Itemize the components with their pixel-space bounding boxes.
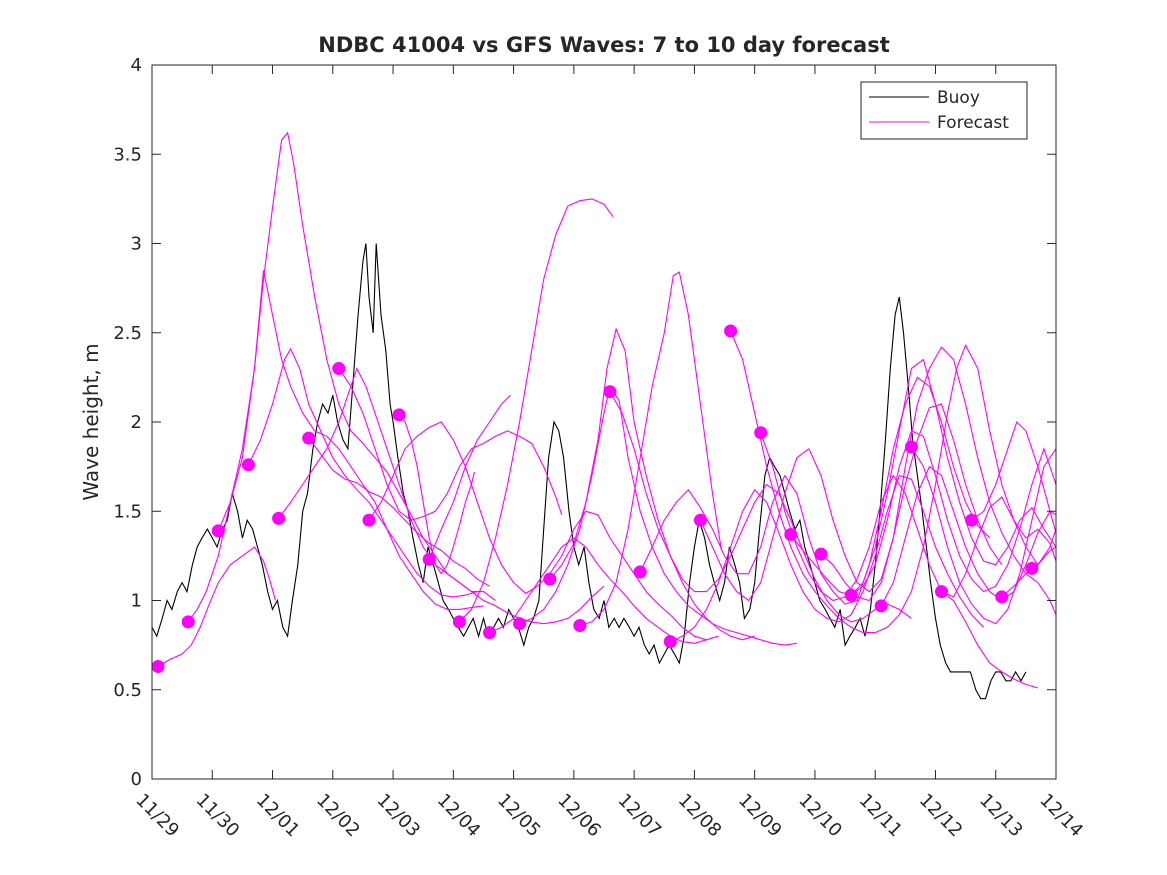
legend-buoy-label: Buoy xyxy=(937,88,980,108)
legend-box xyxy=(860,81,1028,140)
series-layer xyxy=(151,131,1057,700)
forecast-marker-15 xyxy=(603,385,617,399)
forecast-marker-22 xyxy=(814,547,828,561)
y-tick-label: 2.5 xyxy=(113,323,142,344)
forecast-marker-26 xyxy=(935,585,948,599)
forecast-series-line-15 xyxy=(579,271,723,627)
forecast-marker-23 xyxy=(844,588,858,602)
forecast-series-line-18 xyxy=(670,474,985,643)
y-tick-label: 3.5 xyxy=(113,144,142,165)
y-tick-label: 1.5 xyxy=(113,501,142,522)
forecast-marker-7 xyxy=(362,513,376,527)
forecast-series-line-1 xyxy=(157,546,277,667)
forecast-series-line-28 xyxy=(971,420,1057,533)
forecast-marker-21 xyxy=(784,528,798,541)
y-axis-label: Wave height, m xyxy=(79,343,103,500)
forecast-series-line-4 xyxy=(247,347,478,598)
legend: Buoy Forecast xyxy=(860,81,1028,140)
forecast-marker-19 xyxy=(724,324,738,338)
forecast-marker-27 xyxy=(965,513,979,527)
buoy-series-line xyxy=(151,243,1027,700)
forecast-series-line-14 xyxy=(549,327,755,641)
y-tick-label: 0 xyxy=(131,769,142,790)
forecast-marker-16 xyxy=(633,565,647,579)
forecast-series-line-24 xyxy=(850,430,1057,596)
forecast-marker-13 xyxy=(543,572,557,586)
forecast-series-line-23 xyxy=(820,346,1057,616)
forecast-series-line-19 xyxy=(699,403,1003,602)
forecast-marker-5 xyxy=(302,431,316,445)
forecast-marker-0 xyxy=(151,660,165,673)
forecast-marker-25 xyxy=(904,440,918,454)
forecast-marker-6 xyxy=(332,362,346,375)
forecast-marker-11 xyxy=(483,626,496,640)
y-tick-label: 1 xyxy=(131,591,142,612)
forecast-marker-14 xyxy=(573,619,587,632)
forecast-marker-2 xyxy=(211,524,225,538)
forecast-marker-29 xyxy=(1025,561,1039,575)
forecast-series-line-2 xyxy=(187,270,484,623)
forecast-marker-28 xyxy=(995,590,1009,604)
forecast-series-line-21 xyxy=(760,432,1057,602)
forecast-series-line-22 xyxy=(790,358,1057,596)
forecast-marker-9 xyxy=(422,552,436,566)
forecast-series-line-25 xyxy=(880,465,1057,607)
y-tick-label: 3 xyxy=(131,234,142,255)
y-tick-label: 0.5 xyxy=(113,680,142,701)
forecast-series-line-10 xyxy=(428,394,511,560)
forecast-marker-layer xyxy=(151,324,1039,673)
forecast-marker-1 xyxy=(181,615,195,629)
forecast-marker-8 xyxy=(392,408,406,422)
chart-title: NDBC 41004 vs GFS Waves: 7 to 10 day for… xyxy=(318,33,889,57)
forecast-marker-24 xyxy=(874,599,888,613)
forecast-marker-12 xyxy=(513,617,527,631)
forecast-marker-4 xyxy=(272,511,286,525)
y-axis-ticks: 0 0.5 1 1.5 2 2.5 3 3.5 4 xyxy=(113,55,1056,790)
forecast-series-line-11 xyxy=(459,198,614,623)
y-tick-label: 4 xyxy=(131,55,142,76)
forecast-series-line-26 xyxy=(910,446,1057,625)
forecast-marker-20 xyxy=(754,426,768,440)
legend-forecast-label: Forecast xyxy=(937,113,1009,133)
forecast-series-line-7 xyxy=(338,368,563,521)
forecast-series-line-16 xyxy=(609,391,912,623)
forecast-marker-17 xyxy=(663,635,677,649)
y-tick-label: 2 xyxy=(131,412,142,433)
forecast-series-line-27 xyxy=(941,591,1039,689)
forecast-marker-10 xyxy=(452,615,466,629)
forecast-series-line-9 xyxy=(398,414,475,575)
forecast-series-line-6 xyxy=(308,437,490,587)
forecast-marker-18 xyxy=(693,513,707,527)
forecast-marker-3 xyxy=(241,458,255,472)
forecast-series-line-3 xyxy=(217,131,496,601)
plot-area xyxy=(152,65,1056,779)
